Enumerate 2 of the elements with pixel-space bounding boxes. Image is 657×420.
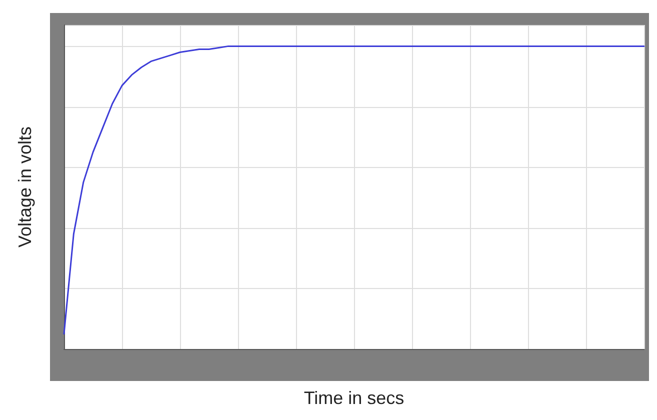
y-axis-title: Voltage in volts bbox=[15, 126, 35, 248]
x-axis-title: Time in secs bbox=[304, 388, 404, 408]
